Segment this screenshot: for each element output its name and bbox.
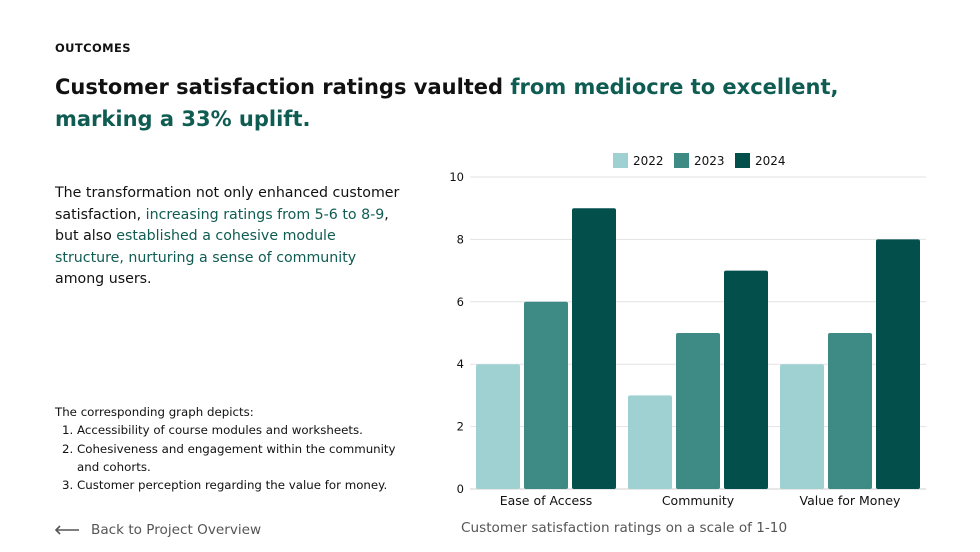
bar-2023 xyxy=(676,333,720,489)
paragraph-text-1: The transformation not only enhanced cus… xyxy=(55,185,400,223)
legend-label-2023: 2023 xyxy=(694,154,725,168)
headline-part-2-accent: from mediocre to excellent, marking a 33… xyxy=(55,75,839,131)
y-tick-label: 0 xyxy=(457,482,464,496)
back-to-overview-link[interactable]: Back to Project Overview xyxy=(54,522,261,538)
paragraph-text-5: among users. xyxy=(55,271,152,288)
graph-note-item: Cohesiveness and engagement within the c… xyxy=(77,440,415,477)
section-eyebrow: OUTCOMES xyxy=(55,41,131,55)
x-category-label: Community xyxy=(662,493,735,508)
y-tick-label: 8 xyxy=(457,232,464,246)
y-tick-label: 6 xyxy=(457,295,464,309)
graph-note-item: Accessibility of course modules and work… xyxy=(77,421,415,439)
graph-notes: The corresponding graph depicts: Accessi… xyxy=(55,403,415,494)
y-tick-label: 4 xyxy=(457,357,464,371)
bar-2022 xyxy=(628,395,672,489)
paragraph-highlight-ratings: increasing ratings from 5-6 to 8-9 xyxy=(145,206,385,223)
arrow-left-icon xyxy=(54,525,79,535)
x-category-label: Value for Money xyxy=(800,493,902,508)
bar-2024 xyxy=(876,239,920,489)
x-category-label: Ease of Access xyxy=(500,493,593,508)
paragraph-text-3: , but also xyxy=(55,206,389,245)
bar-2024 xyxy=(724,270,768,489)
graph-notes-list: Accessibility of course modules and work… xyxy=(55,421,415,494)
y-tick-label: 10 xyxy=(449,170,464,184)
legend-swatch-2022 xyxy=(613,153,628,168)
bar-2023 xyxy=(828,333,872,489)
bar-2024 xyxy=(572,208,616,489)
bar-2022 xyxy=(476,364,520,489)
legend-label-2024: 2024 xyxy=(755,154,786,168)
legend-swatch-2023 xyxy=(674,153,689,168)
legend-label-2022: 2022 xyxy=(633,154,664,168)
graph-note-item: Customer perception regarding the value … xyxy=(77,476,415,494)
graph-notes-intro: The corresponding graph depicts: xyxy=(55,405,254,419)
bar-2022 xyxy=(780,364,824,489)
chart-caption: Customer satisfaction ratings on a scale… xyxy=(461,520,788,536)
summary-paragraph: The transformation not only enhanced cus… xyxy=(55,183,400,291)
bar-2023 xyxy=(524,301,568,489)
back-link-label: Back to Project Overview xyxy=(91,522,262,538)
y-tick-label: 2 xyxy=(457,420,464,434)
paragraph-highlight-structure: established a cohesive module structure,… xyxy=(55,228,357,266)
headline: Customer satisfaction ratings vaulted fr… xyxy=(55,71,935,135)
headline-part-1: Customer satisfaction ratings vaulted xyxy=(55,75,511,99)
legend-swatch-2024 xyxy=(735,153,750,168)
